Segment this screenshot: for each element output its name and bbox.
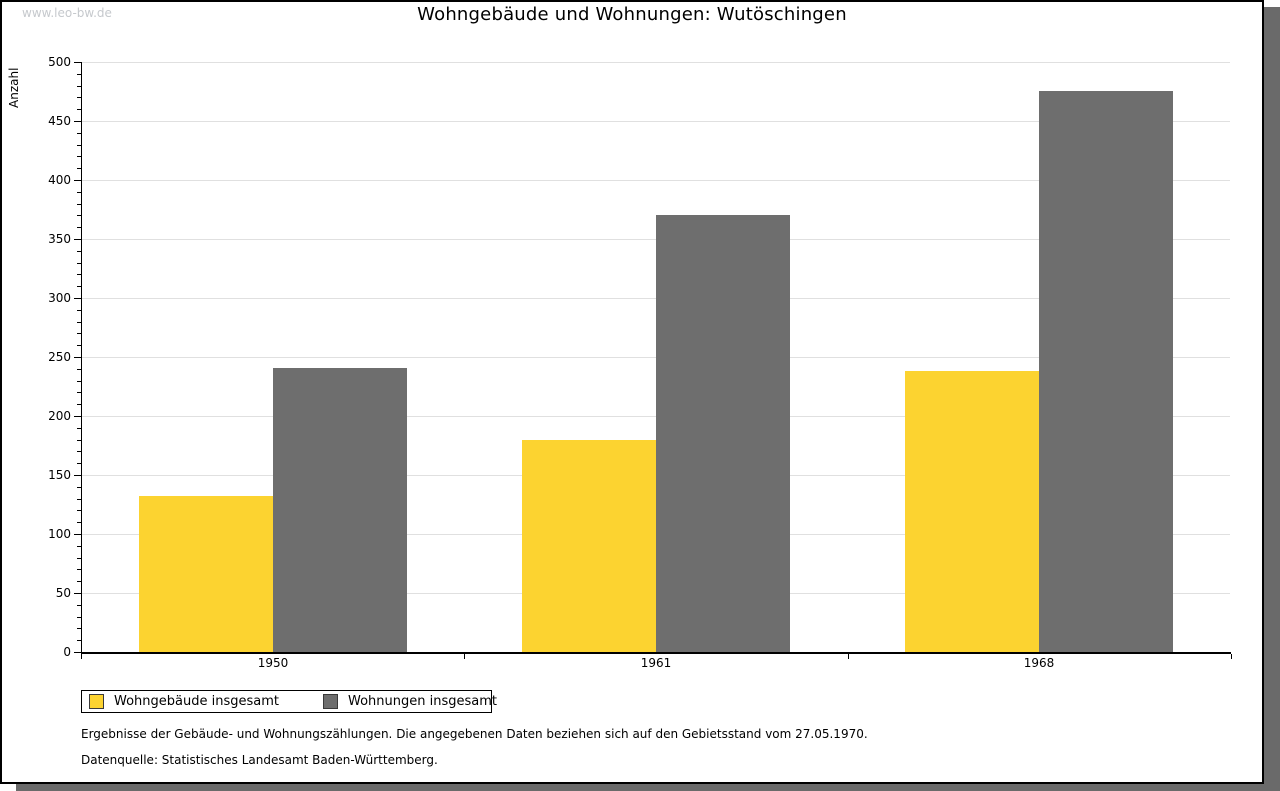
- legend-item-wohnungen: Wohnungen insgesamt: [323, 694, 497, 709]
- y-tick-label: 0: [63, 645, 71, 659]
- y-minor-tick: [77, 310, 81, 311]
- y-tick: [74, 534, 81, 535]
- y-minor-tick: [77, 145, 81, 146]
- y-tick: [74, 475, 81, 476]
- y-minor-tick: [77, 487, 81, 488]
- y-minor-tick: [77, 133, 81, 134]
- y-minor-tick: [77, 605, 81, 606]
- legend-label-wohngebaeude: Wohngebäude insgesamt: [114, 694, 279, 709]
- y-minor-tick: [77, 168, 81, 169]
- y-tick: [74, 416, 81, 417]
- y-minor-tick: [77, 451, 81, 452]
- bar-1968-wohnungen: [1039, 91, 1173, 652]
- y-tick: [74, 298, 81, 299]
- y-minor-tick: [77, 274, 81, 275]
- watermark-text: www.leo-bw.de: [22, 6, 112, 20]
- gridline: [82, 62, 1230, 63]
- bar-1950-wohnungen: [273, 368, 407, 652]
- footnote-source-note: Ergebnisse der Gebäude- und Wohnungszähl…: [81, 727, 868, 741]
- y-tick-label: 250: [48, 350, 71, 364]
- y-minor-tick: [77, 333, 81, 334]
- y-tick: [74, 652, 81, 653]
- gridline: [82, 180, 1230, 181]
- bar-1961-wohngebaeude: [522, 440, 656, 652]
- y-minor-tick: [77, 74, 81, 75]
- y-minor-tick: [77, 381, 81, 382]
- bar-1968-wohngebaeude: [905, 371, 1039, 652]
- x-tick: [848, 654, 849, 659]
- x-tick: [1231, 654, 1232, 659]
- y-minor-tick: [77, 510, 81, 511]
- y-minor-tick: [77, 192, 81, 193]
- y-minor-tick: [77, 569, 81, 570]
- legend-swatch-wohngebaeude: [89, 694, 104, 709]
- y-tick-label: 400: [48, 173, 71, 187]
- legend-item-wohngebaeude: Wohngebäude insgesamt: [89, 694, 279, 709]
- y-minor-tick: [77, 522, 81, 523]
- bar-1961-wohnungen: [656, 215, 790, 652]
- y-tick-label: 300: [48, 291, 71, 305]
- y-minor-tick: [77, 156, 81, 157]
- x-tick-label: 1950: [257, 656, 289, 670]
- y-minor-tick: [77, 215, 81, 216]
- y-tick-label: 100: [48, 527, 71, 541]
- y-tick-label: 450: [48, 114, 71, 128]
- y-axis-line: [81, 62, 82, 653]
- y-minor-tick: [77, 581, 81, 582]
- y-tick-label: 500: [48, 55, 71, 69]
- y-minor-tick: [77, 345, 81, 346]
- y-tick-label: 150: [48, 468, 71, 482]
- legend: Wohngebäude insgesamt Wohnungen insgesam…: [81, 690, 497, 713]
- y-minor-tick: [77, 404, 81, 405]
- y-tick: [74, 357, 81, 358]
- y-tick: [74, 180, 81, 181]
- x-tick: [464, 654, 465, 659]
- y-minor-tick: [77, 499, 81, 500]
- y-minor-tick: [77, 628, 81, 629]
- footnote-data-source: Datenquelle: Statistisches Landesamt Bad…: [81, 753, 438, 767]
- y-minor-tick: [77, 369, 81, 370]
- y-tick: [74, 239, 81, 240]
- y-minor-tick: [77, 640, 81, 641]
- x-tick-label: 1961: [640, 656, 672, 670]
- y-minor-tick: [77, 263, 81, 264]
- gridline: [82, 121, 1230, 122]
- y-minor-tick: [77, 286, 81, 287]
- y-tick-label: 50: [55, 586, 71, 600]
- legend-label-wohnungen: Wohnungen insgesamt: [348, 694, 497, 709]
- x-tick-label: 1968: [1023, 656, 1055, 670]
- y-minor-tick: [77, 86, 81, 87]
- y-tick: [74, 593, 81, 594]
- y-minor-tick: [77, 463, 81, 464]
- y-minor-tick: [77, 392, 81, 393]
- x-axis-line: [81, 652, 1231, 654]
- bar-1950-wohngebaeude: [139, 496, 273, 652]
- x-tick: [81, 654, 82, 659]
- y-minor-tick: [77, 558, 81, 559]
- y-minor-tick: [77, 617, 81, 618]
- y-minor-tick: [77, 109, 81, 110]
- y-minor-tick: [77, 204, 81, 205]
- y-tick-label: 200: [48, 409, 71, 423]
- y-minor-tick: [77, 428, 81, 429]
- y-minor-tick: [77, 227, 81, 228]
- y-tick-label: 350: [48, 232, 71, 246]
- y-minor-tick: [77, 251, 81, 252]
- y-minor-tick: [77, 546, 81, 547]
- y-minor-tick: [77, 440, 81, 441]
- y-minor-tick: [77, 322, 81, 323]
- legend-swatch-wohnungen: [323, 694, 338, 709]
- y-minor-tick: [77, 97, 81, 98]
- y-tick: [74, 121, 81, 122]
- chart-title: Wohngebäude und Wohnungen: Wutöschingen: [417, 4, 847, 25]
- y-tick: [74, 62, 81, 63]
